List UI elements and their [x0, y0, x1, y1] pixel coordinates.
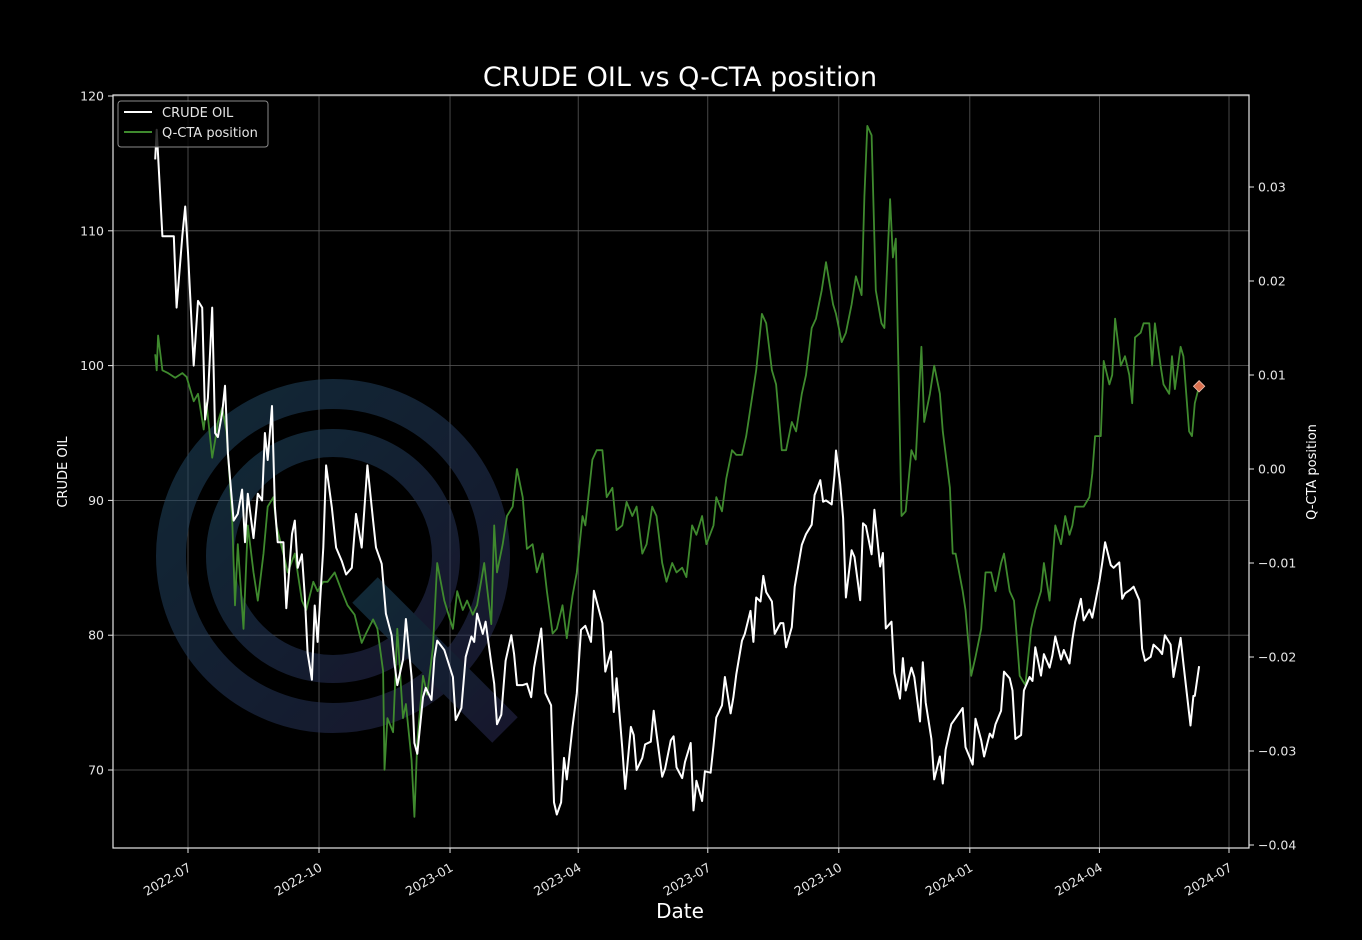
- y-right-tick-label: −0.02: [1258, 650, 1296, 665]
- legend-crude-oil-label: CRUDE OIL: [162, 106, 234, 121]
- y-right-tick-label: −0.04: [1258, 838, 1296, 853]
- y-right-tick-label: 0.01: [1258, 368, 1286, 383]
- crude-oil-line: [154, 128, 1201, 816]
- legend: CRUDE OIL Q-CTA position: [117, 100, 269, 148]
- plot-frame: [112, 94, 1250, 849]
- y-left-tick-label: 90: [88, 493, 104, 508]
- y-axis-left-label: CRUDE OIL: [56, 436, 71, 508]
- q-cta-position-line: [154, 125, 1200, 818]
- grid-lines: [113, 95, 1249, 848]
- y-left-tick-label: 120: [80, 89, 104, 104]
- y-left-tick-label: 110: [80, 223, 104, 238]
- last-value-marker: [1192, 380, 1206, 393]
- y-left-tick-label: 100: [80, 358, 104, 373]
- chart-title: CRUDE OIL vs Q-CTA position: [483, 62, 877, 93]
- y-axis-right-label: Q-CTA position: [1305, 424, 1320, 520]
- x-axis-label: Date: [656, 899, 704, 923]
- y-left-tick-label: 80: [88, 628, 104, 643]
- y-right-tick-label: 0.03: [1258, 180, 1286, 195]
- y-right-tick-label: −0.03: [1258, 744, 1296, 759]
- y-right-tick-label: −0.01: [1258, 556, 1296, 571]
- y-right-tick-label: 0.00: [1258, 462, 1286, 477]
- y-left-tick-label: 70: [88, 763, 104, 778]
- series-lines: [154, 125, 1206, 818]
- y-right-tick-label: 0.02: [1258, 274, 1286, 289]
- legend-q-cta-label: Q-CTA position: [162, 126, 258, 141]
